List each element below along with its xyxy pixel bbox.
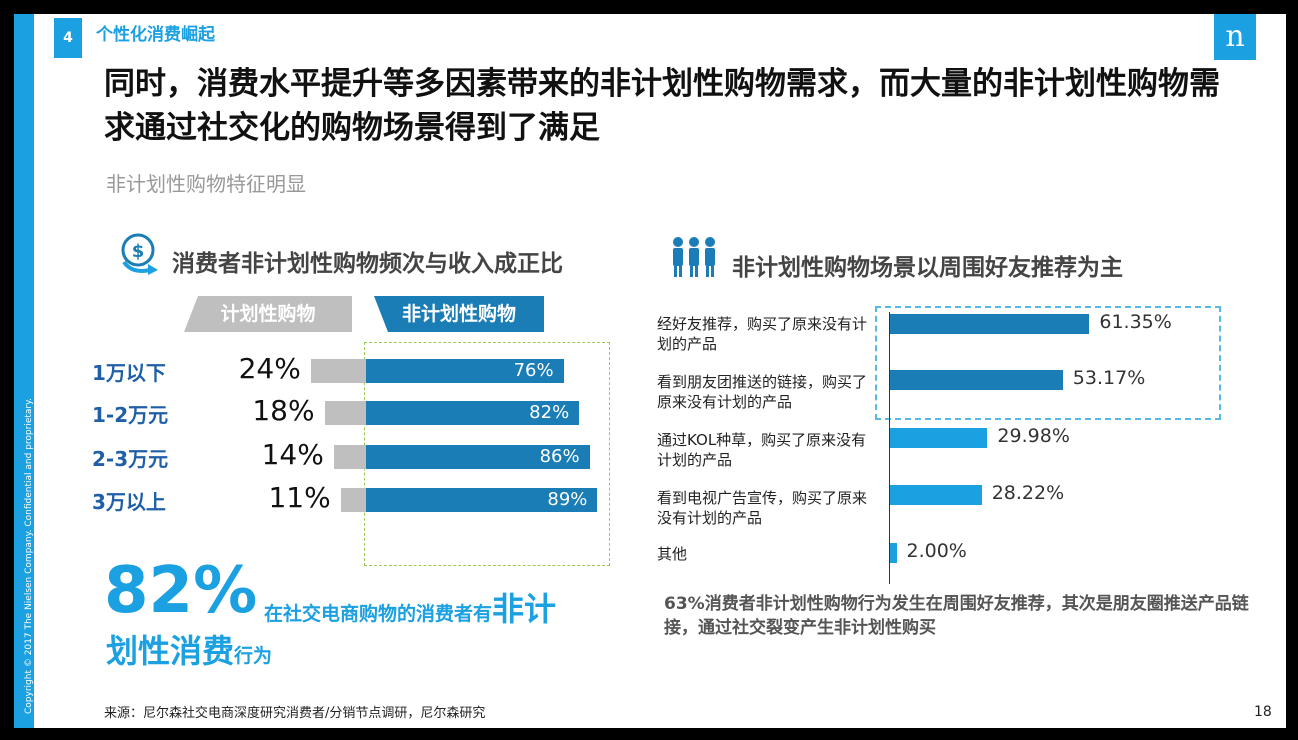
income-label: 1-2万元 (92, 403, 169, 427)
big-stat: 82% (104, 554, 258, 628)
income-label: 1万以下 (92, 361, 166, 385)
slide: Copyright © 2017 The Nielsen Company. Co… (14, 14, 1286, 728)
top-two-highlight (875, 306, 1221, 420)
scenario-label: 看到电视广告宣传，购买了原来没有计划的产品 (657, 489, 868, 527)
unplanned-bar: 76% (366, 359, 564, 383)
page-subtitle: 非计划性购物特征明显 (106, 172, 306, 196)
scenario-value: 28.22% (991, 482, 1065, 504)
scenario-bar (890, 370, 1063, 390)
planned-value: 14% (261, 438, 324, 471)
scenario-value: 61.35% (1099, 311, 1172, 333)
planned-value: 11% (268, 481, 331, 514)
big-stat-small: 在社交电商购物的消费者有 (264, 603, 493, 625)
income-label: 3万以上 (92, 490, 166, 514)
planned-bar (340, 488, 366, 512)
left-heading: 消费者非计划性购物频次与收入成正比 (172, 251, 563, 277)
planned-value: 18% (252, 394, 315, 427)
section-title: 个性化消费崛起 (96, 25, 215, 45)
section-badge: 4 (54, 18, 82, 58)
chart-axis (889, 312, 890, 584)
money-cycle-icon: $ (121, 233, 158, 275)
copyright-text: Copyright © 2017 The Nielsen Company. Co… (24, 397, 34, 714)
people-group-icon (673, 237, 715, 277)
big-stat-line1: 在社交电商购物的消费者有非计 (264, 584, 556, 630)
legend-planned: 计划性购物 (184, 296, 352, 332)
big-stat-large: 非计 (492, 590, 557, 628)
conclusion-text: 63%消费者非计划性购物行为发生在周围好友推荐，其次是朋友圈推送产品链接，通过社… (664, 594, 1249, 638)
scenario-label: 经好友推荐，购买了原来没有计划的产品 (657, 315, 868, 353)
big-stat-small-2: 行为 (234, 645, 273, 667)
sidebar: Copyright © 2017 The Nielsen Company. Co… (14, 14, 34, 728)
source-note: 来源：尼尔森社交电商深度研究消费者/分销节点调研，尼尔森研究 (104, 706, 486, 721)
scenario-label: 看到朋友团推送的链接，购买了原来没有计划的产品 (657, 373, 868, 411)
svg-text:$: $ (132, 241, 145, 262)
scenario-value: 2.00% (906, 540, 967, 562)
scenario-value: 29.98% (997, 425, 1070, 447)
planned-bar (324, 401, 366, 425)
nielsen-logo: n (1214, 14, 1256, 60)
big-stat-large-2: 划性消费 (106, 632, 235, 670)
planned-value: 24% (238, 352, 301, 385)
planned-bar (310, 359, 366, 383)
right-heading: 非计划性购物场景以周围好友推荐为主 (732, 255, 1123, 281)
scenario-bar (890, 485, 982, 505)
unplanned-bar: 86% (366, 445, 590, 469)
big-stat-line2: 划性消费行为 (106, 626, 272, 672)
unplanned-bar: 82% (366, 401, 580, 425)
scenario-bar (890, 314, 1090, 334)
scenario-bar (890, 543, 897, 563)
scenario-label: 通过KOL种草，购买了原来没有计划的产品 (657, 431, 867, 469)
legend-unplanned: 非计划性购物 (374, 296, 544, 332)
page-title: 同时，消费水平提升等多因素带来的非计划性购物需求，而大量的非计划性购物需求通过社… (104, 66, 1220, 146)
scenario-bar (890, 428, 988, 448)
scenario-value: 53.17% (1072, 367, 1146, 389)
scenario-label: 其他 (657, 545, 688, 563)
planned-bar (333, 445, 366, 469)
unplanned-bar: 89% (366, 488, 598, 512)
income-label: 2-3万元 (92, 447, 169, 471)
page-number: 18 (1254, 704, 1272, 720)
